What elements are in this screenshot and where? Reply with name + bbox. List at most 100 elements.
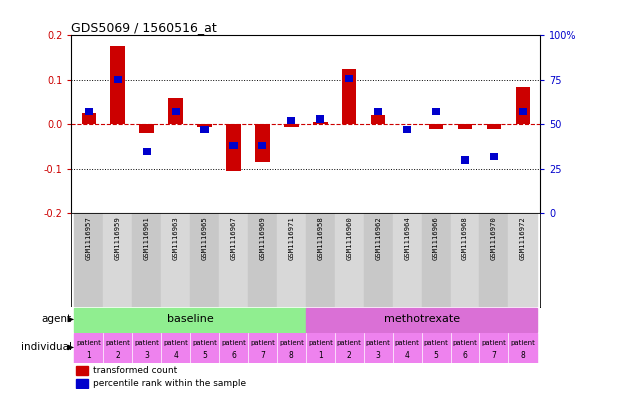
Bar <box>75 334 103 363</box>
Bar <box>132 213 161 307</box>
Bar <box>229 142 238 149</box>
Text: patient: patient <box>163 340 188 345</box>
Bar <box>364 213 392 307</box>
Text: GDS5069 / 1560516_at: GDS5069 / 1560516_at <box>71 21 217 34</box>
Bar <box>509 213 537 307</box>
Bar <box>479 213 509 307</box>
Text: GSM1116963: GSM1116963 <box>173 216 179 260</box>
Bar <box>226 124 241 171</box>
Text: 6: 6 <box>463 351 468 360</box>
Text: GSM1116968: GSM1116968 <box>462 216 468 260</box>
Text: patient: patient <box>453 340 478 345</box>
Bar <box>132 334 161 363</box>
Text: methotrexate: methotrexate <box>384 314 460 325</box>
Text: 6: 6 <box>231 351 236 360</box>
Bar <box>422 213 451 307</box>
Bar <box>84 108 93 116</box>
Bar <box>306 309 537 332</box>
Text: percentile rank within the sample: percentile rank within the sample <box>93 379 246 388</box>
Bar <box>190 213 219 307</box>
Bar <box>219 213 248 307</box>
Text: 2: 2 <box>347 351 351 360</box>
Bar <box>422 334 451 363</box>
Bar <box>111 46 125 124</box>
Text: patient: patient <box>337 340 361 345</box>
Text: individual: individual <box>21 342 72 353</box>
Bar <box>403 126 411 133</box>
Text: GSM1116959: GSM1116959 <box>115 216 120 260</box>
Bar <box>248 213 277 307</box>
Bar <box>277 334 306 363</box>
Text: 7: 7 <box>260 351 265 360</box>
Text: patient: patient <box>221 340 246 345</box>
Bar <box>392 213 422 307</box>
Bar <box>342 69 356 124</box>
Text: 4: 4 <box>173 351 178 360</box>
Bar <box>519 108 527 116</box>
Text: patient: patient <box>366 340 391 345</box>
Bar <box>313 122 327 124</box>
Text: GSM1116957: GSM1116957 <box>86 216 92 260</box>
Bar <box>190 334 219 363</box>
Bar <box>515 86 530 124</box>
Bar <box>451 213 479 307</box>
Text: 5: 5 <box>202 351 207 360</box>
Bar <box>509 334 537 363</box>
Bar <box>374 108 383 116</box>
Text: 8: 8 <box>289 351 294 360</box>
Bar <box>458 124 472 129</box>
Bar <box>490 153 498 160</box>
Bar <box>451 334 479 363</box>
Bar <box>284 124 299 127</box>
Text: GSM1116961: GSM1116961 <box>143 216 150 260</box>
Text: patient: patient <box>308 340 333 345</box>
Text: patient: patient <box>76 340 101 345</box>
Text: agent: agent <box>42 314 72 325</box>
Text: transformed count: transformed count <box>93 366 177 375</box>
Bar <box>335 213 364 307</box>
Bar <box>168 98 183 124</box>
Bar <box>103 213 132 307</box>
Bar <box>197 124 212 127</box>
Text: 1: 1 <box>86 351 91 360</box>
Bar <box>76 379 88 388</box>
Text: patient: patient <box>395 340 420 345</box>
Text: 5: 5 <box>433 351 438 360</box>
Text: baseline: baseline <box>166 314 214 325</box>
Bar <box>306 334 335 363</box>
Bar <box>461 156 469 163</box>
Bar <box>288 117 296 124</box>
Text: patient: patient <box>192 340 217 345</box>
Text: patient: patient <box>510 340 535 345</box>
Text: 3: 3 <box>144 351 149 360</box>
Bar <box>114 76 122 83</box>
Bar <box>306 213 335 307</box>
Text: patient: patient <box>424 340 448 345</box>
Text: GSM1116970: GSM1116970 <box>491 216 497 260</box>
Text: 4: 4 <box>405 351 410 360</box>
Text: patient: patient <box>106 340 130 345</box>
Bar <box>75 309 306 332</box>
Text: patient: patient <box>279 340 304 345</box>
Text: GSM1116965: GSM1116965 <box>202 216 207 260</box>
Bar <box>316 116 324 123</box>
Bar <box>75 213 103 307</box>
Bar <box>81 113 96 124</box>
Text: 2: 2 <box>116 351 120 360</box>
Bar <box>201 126 209 133</box>
Bar <box>371 116 386 124</box>
Text: 1: 1 <box>318 351 323 360</box>
Text: GSM1116972: GSM1116972 <box>520 216 526 260</box>
Text: patient: patient <box>134 340 159 345</box>
Bar <box>364 334 392 363</box>
Bar <box>143 147 151 154</box>
Text: 7: 7 <box>492 351 496 360</box>
Bar <box>392 334 422 363</box>
Bar <box>258 142 266 149</box>
Text: patient: patient <box>481 340 506 345</box>
Bar <box>103 334 132 363</box>
Bar <box>345 75 353 82</box>
Text: GSM1116958: GSM1116958 <box>317 216 324 260</box>
Bar <box>76 366 88 375</box>
Text: GSM1116969: GSM1116969 <box>260 216 265 260</box>
